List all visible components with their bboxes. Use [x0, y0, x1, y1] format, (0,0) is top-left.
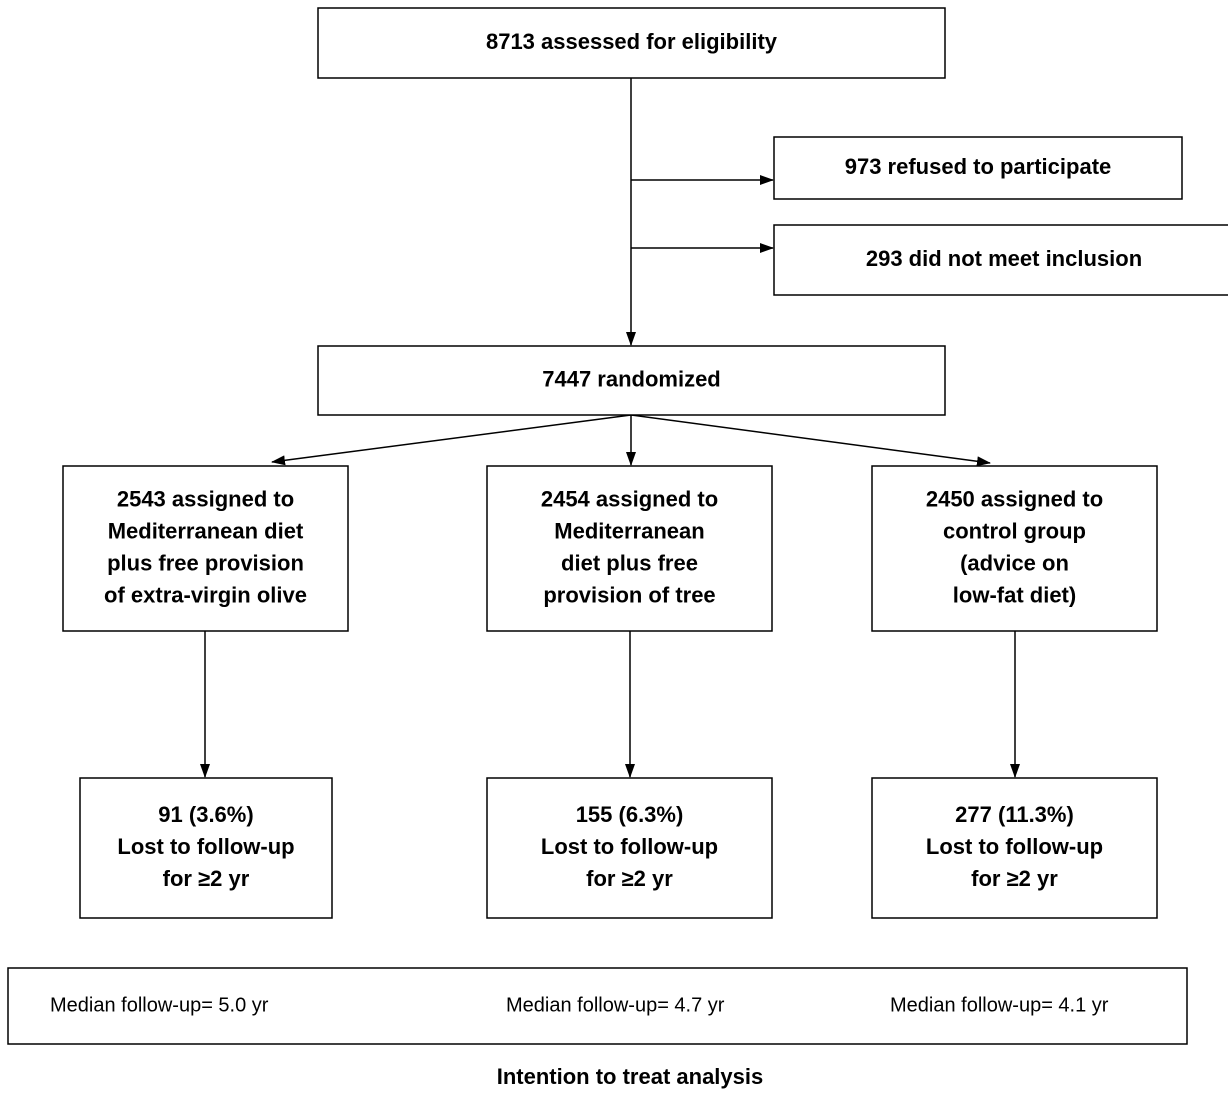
node-box — [317, 345, 946, 416]
arrows — [200, 78, 1020, 778]
node-label: of extra-virgin olive — [104, 582, 307, 607]
node-box — [871, 465, 1158, 632]
node-label: Lost to follow-up — [926, 834, 1103, 859]
node-label: for ≥2 yr — [971, 866, 1058, 891]
node-label: for ≥2 yr — [586, 866, 673, 891]
follow-up-box — [7, 967, 1188, 1045]
node-label: diet plus free — [561, 550, 698, 575]
node-label: Mediterranean diet — [108, 518, 304, 543]
node-label: 155 (6.3%) — [576, 802, 684, 827]
node-label: 2450 assigned to — [926, 486, 1103, 511]
node-label: Lost to follow-up — [541, 834, 718, 859]
node-label: 8713 assessed for eligibility — [486, 29, 778, 54]
node-label: low-fat diet) — [953, 582, 1076, 607]
node-label: (advice on — [960, 550, 1069, 575]
node-box — [317, 7, 946, 79]
node-label: provision of tree — [543, 582, 715, 607]
node-label: 293 did not meet inclusion — [866, 246, 1142, 271]
node-label: 2543 assigned to — [117, 486, 294, 511]
nodes: 8713 assessed for eligibility 973 refused… — [62, 7, 1228, 919]
footer: Intention to treat analysis — [497, 1064, 764, 1089]
node-label: 91 (3.6%) — [158, 802, 253, 827]
node-box — [486, 465, 773, 632]
node-label: plus free provision — [107, 550, 304, 575]
arrow — [630, 414, 991, 467]
node-box — [871, 777, 1158, 919]
node-box — [62, 465, 349, 632]
node-label: 973 refused to participate — [845, 154, 1112, 179]
node-label: for ≥2 yr — [163, 866, 250, 891]
follow-up-text: Median follow-up= 5.0 yr — [50, 994, 269, 1016]
node-label: control group — [943, 518, 1086, 543]
node-label: 2454 assigned to — [541, 486, 718, 511]
node-box — [773, 136, 1183, 200]
node-box — [773, 224, 1228, 296]
node-box — [79, 777, 333, 919]
node-box — [486, 777, 773, 919]
node-label: 7447 randomized — [542, 366, 721, 391]
node-label: 277 (11.3%) — [955, 802, 1074, 827]
follow-up-text: Median follow-up= 4.7 yr — [506, 994, 725, 1016]
follow-up-text: Median follow-up= 4.1 yr — [890, 994, 1109, 1016]
arrow — [271, 414, 632, 466]
node-label: Lost to follow-up — [117, 834, 294, 859]
node-label: Mediterranean — [554, 518, 704, 543]
